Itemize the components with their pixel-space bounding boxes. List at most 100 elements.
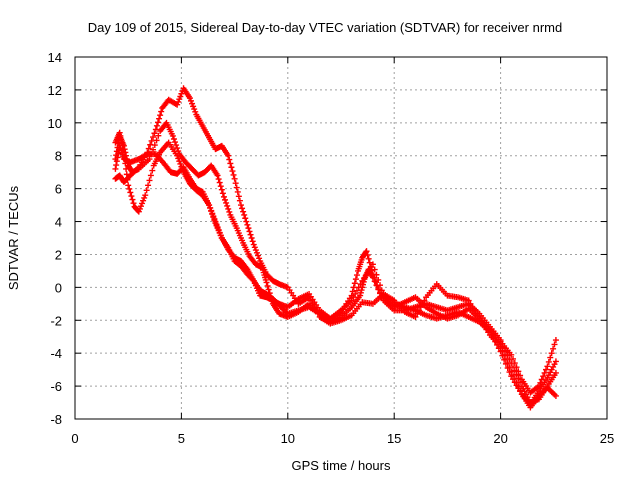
data-point	[210, 214, 217, 221]
data-point	[264, 282, 271, 289]
data-point	[366, 259, 373, 266]
data-point	[175, 98, 182, 105]
data-point	[140, 197, 147, 204]
data-point	[218, 186, 225, 193]
data-point	[146, 156, 153, 163]
data-point	[174, 152, 181, 159]
y-tick-label: 14	[48, 50, 62, 65]
data-point	[365, 255, 372, 262]
data-point	[219, 190, 226, 197]
data-point	[352, 276, 359, 283]
data-point	[541, 369, 548, 376]
data-point	[357, 281, 364, 288]
data-point	[173, 142, 180, 149]
y-tick-label: -2	[50, 313, 62, 328]
plot-frame	[74, 56, 608, 420]
data-point	[472, 310, 479, 317]
data-point	[508, 373, 515, 380]
data-point	[535, 383, 542, 390]
x-tick-label: 5	[178, 431, 185, 446]
data-point	[225, 152, 232, 159]
data-point	[353, 272, 360, 279]
data-point	[490, 335, 497, 342]
data-point	[510, 355, 517, 362]
y-tick-labels: -8 -6 -4 -2 0 2 4 6 8 10 12 14	[48, 50, 62, 427]
data-point	[252, 247, 259, 254]
data-point	[234, 188, 241, 195]
data-point	[545, 358, 552, 365]
data-point	[113, 158, 120, 165]
data-point	[228, 164, 235, 171]
data-point	[306, 294, 313, 301]
data-point	[236, 197, 243, 204]
data-point	[178, 90, 185, 97]
data-point	[307, 297, 314, 304]
data-point	[371, 266, 378, 273]
data-point	[174, 101, 181, 108]
data-point	[147, 141, 154, 148]
data-point	[552, 337, 559, 344]
data-point	[224, 202, 231, 209]
data-point	[544, 363, 551, 370]
data-point	[206, 202, 213, 209]
data-point	[471, 307, 477, 314]
data-point	[373, 271, 380, 278]
data-point	[255, 252, 262, 259]
data-point	[237, 202, 244, 209]
data-point	[355, 284, 362, 291]
data-point	[145, 182, 152, 189]
data-point	[241, 211, 248, 218]
data-point	[174, 145, 181, 152]
data-point	[226, 208, 233, 215]
data-point	[552, 392, 559, 399]
y-tick-label: 8	[55, 149, 62, 164]
data-point	[125, 182, 132, 189]
data-point	[245, 225, 252, 232]
data-point	[515, 368, 522, 375]
data-point	[369, 261, 376, 268]
data-point	[136, 205, 143, 212]
series-points	[112, 85, 559, 396]
data-point	[377, 282, 384, 289]
data-point	[230, 171, 237, 178]
data-point	[488, 332, 495, 339]
data-point	[130, 200, 137, 207]
data-point	[233, 184, 240, 191]
data-point	[510, 376, 517, 383]
data-point	[239, 205, 246, 212]
data-point	[150, 134, 157, 141]
data-point	[242, 215, 249, 222]
data-point	[157, 112, 164, 119]
data-point	[547, 354, 554, 361]
data-point	[511, 360, 518, 367]
data-point	[256, 255, 263, 262]
y-tick-label: -4	[50, 346, 62, 361]
data-point	[363, 248, 370, 255]
data-point	[222, 196, 229, 203]
data-point	[170, 135, 177, 142]
data-point	[235, 193, 242, 200]
y-tick-label: 6	[55, 182, 62, 197]
data-point	[177, 160, 184, 167]
data-point	[117, 132, 124, 139]
data-point	[192, 108, 199, 115]
grid	[75, 57, 607, 419]
data-point	[357, 292, 364, 299]
data-point	[537, 379, 544, 386]
data-point	[169, 132, 176, 139]
data-point	[149, 167, 156, 174]
data-point	[412, 313, 419, 320]
data-point	[113, 162, 120, 169]
data-point	[146, 177, 153, 184]
data-point	[186, 95, 193, 102]
x-axis-label: GPS time / hours	[292, 458, 391, 473]
data-point	[511, 379, 518, 386]
x-tick-label: 15	[387, 431, 401, 446]
data-point	[494, 341, 501, 348]
data-point	[486, 328, 493, 335]
data-point	[513, 364, 520, 371]
data-point	[231, 175, 238, 182]
data-point	[353, 287, 360, 294]
data-point	[542, 366, 549, 373]
